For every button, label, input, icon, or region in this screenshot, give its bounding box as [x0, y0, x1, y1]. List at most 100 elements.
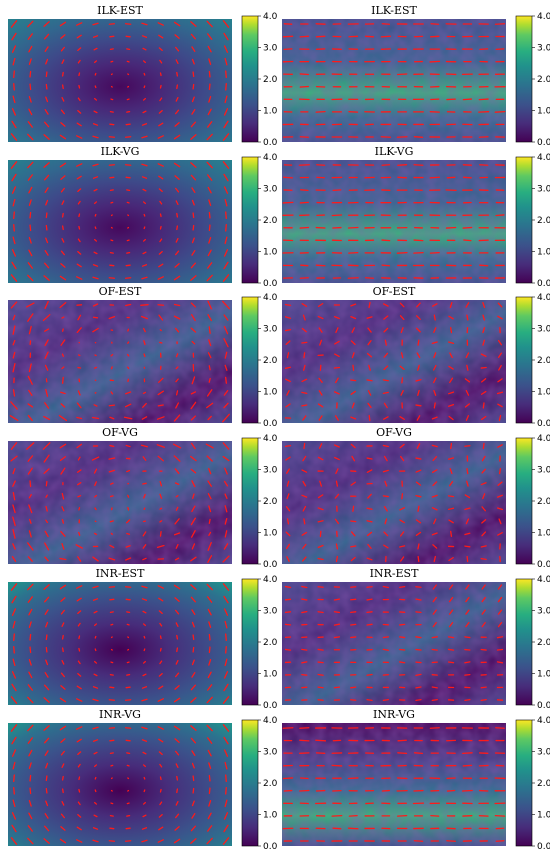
vector-arrow: [207, 493, 212, 500]
vector-arrow: [190, 33, 197, 40]
vector-arrow: [448, 341, 455, 344]
vector-arrow: [27, 414, 33, 422]
vector-arrow: [175, 750, 180, 756]
vector-arrow: [397, 739, 407, 742]
vector-arrow: [334, 340, 340, 345]
vector-arrow: [432, 481, 438, 487]
vector-arrow: [44, 46, 49, 52]
vector-arrow: [224, 198, 228, 207]
vector-arrow: [77, 47, 82, 51]
vector-arrow: [223, 325, 229, 335]
vector-arrow: [92, 585, 99, 589]
colorbar-tick-label: 0.0: [263, 701, 278, 711]
vector-arrow: [462, 176, 472, 179]
vector-arrow: [191, 800, 195, 807]
vector-arrow: [431, 532, 438, 536]
vector-arrow: [299, 226, 310, 229]
vector-arrow: [301, 585, 308, 589]
vector-arrow: [59, 697, 67, 703]
vector-arrow: [331, 214, 343, 217]
vector-arrow: [92, 726, 99, 730]
vector-arrow: [450, 326, 453, 334]
vector-arrow: [190, 468, 197, 474]
vector-arrow: [192, 83, 195, 90]
vector-arrow: [43, 725, 50, 731]
vector-arrow: [175, 200, 179, 206]
colorbar-gradient: [241, 156, 259, 284]
vector-arrow: [497, 622, 503, 628]
vector-arrow: [223, 108, 229, 116]
vector-arrow: [175, 672, 180, 678]
vector-arrow: [191, 750, 196, 756]
vector-arrow: [191, 672, 196, 678]
vector-arrow: [175, 495, 179, 498]
vector-arrow: [207, 174, 213, 181]
vector-arrow: [433, 327, 437, 334]
colorbar-tick-label: 2.0: [537, 216, 550, 226]
vector-arrow: [10, 401, 18, 410]
vector-arrow: [465, 415, 469, 421]
vector-arrow: [190, 529, 196, 538]
vector-arrow: [317, 557, 324, 561]
vector-arrow: [13, 70, 15, 79]
vector-arrow: [43, 596, 50, 603]
vector-arrow: [481, 584, 486, 590]
vector-arrow: [366, 623, 373, 626]
vector-arrow: [108, 404, 116, 407]
vector-arrow: [446, 789, 456, 792]
vector-arrow: [415, 648, 422, 651]
colorbar-gradient: [515, 719, 533, 847]
vector-arrow: [333, 315, 340, 320]
vector-arrow: [93, 110, 98, 114]
panel: INR-EST 0.0 1.0 2.0 3.0 4.0: [282, 567, 550, 711]
vector-arrow: [415, 698, 422, 702]
colorbar: 0.0 1.0 2.0 3.0 4.0: [241, 575, 278, 711]
vector-arrow: [92, 556, 99, 562]
vector-arrow: [496, 391, 504, 395]
vector-arrow: [59, 725, 67, 731]
vector-arrow: [299, 73, 310, 76]
vector-arrow: [159, 647, 162, 652]
vector-arrow: [92, 276, 99, 280]
vector-arrow: [159, 72, 162, 77]
vector-arrow: [77, 59, 81, 64]
vector-arrow: [208, 95, 212, 103]
vector-arrow: [174, 122, 180, 127]
vector-arrow: [27, 375, 33, 385]
vector-arrow: [94, 226, 97, 230]
vector-field: [284, 584, 504, 702]
colorbar-tick-label: 1.0: [263, 388, 278, 398]
vector-arrow: [28, 530, 32, 538]
vector-arrow: [94, 238, 98, 242]
vector-arrow: [190, 596, 197, 603]
vector-arrow: [223, 261, 229, 270]
vector-arrow: [60, 263, 66, 268]
vector-arrow: [400, 455, 405, 462]
vector-arrow: [208, 658, 212, 666]
vector-arrow: [158, 122, 164, 127]
vector-arrow: [28, 58, 32, 66]
vector-arrow: [301, 391, 308, 395]
vector-arrow: [299, 201, 309, 204]
vector-arrow: [207, 262, 213, 269]
vector-arrow: [222, 413, 230, 423]
vector-arrow: [482, 301, 486, 309]
vector-arrow: [11, 608, 17, 616]
vector-arrow: [61, 376, 64, 384]
vector-arrow: [481, 596, 486, 603]
vector-arrow: [495, 48, 505, 51]
vector-arrow: [77, 251, 82, 255]
vector-arrow: [192, 787, 195, 794]
vector-arrow: [224, 493, 228, 500]
vector-arrow: [382, 636, 389, 639]
vector-arrow: [206, 402, 214, 409]
vector-arrow: [465, 389, 470, 396]
vector-arrow: [207, 108, 212, 116]
colorbar-tick-label: 1.0: [537, 248, 550, 258]
vector-arrow: [347, 226, 359, 229]
vector-arrow: [190, 737, 197, 744]
colorbar-tick-label: 4.0: [263, 293, 278, 303]
vector-arrow: [42, 314, 51, 322]
colorbar-tick-label: 3.0: [263, 748, 278, 758]
vector-arrow: [27, 596, 33, 603]
